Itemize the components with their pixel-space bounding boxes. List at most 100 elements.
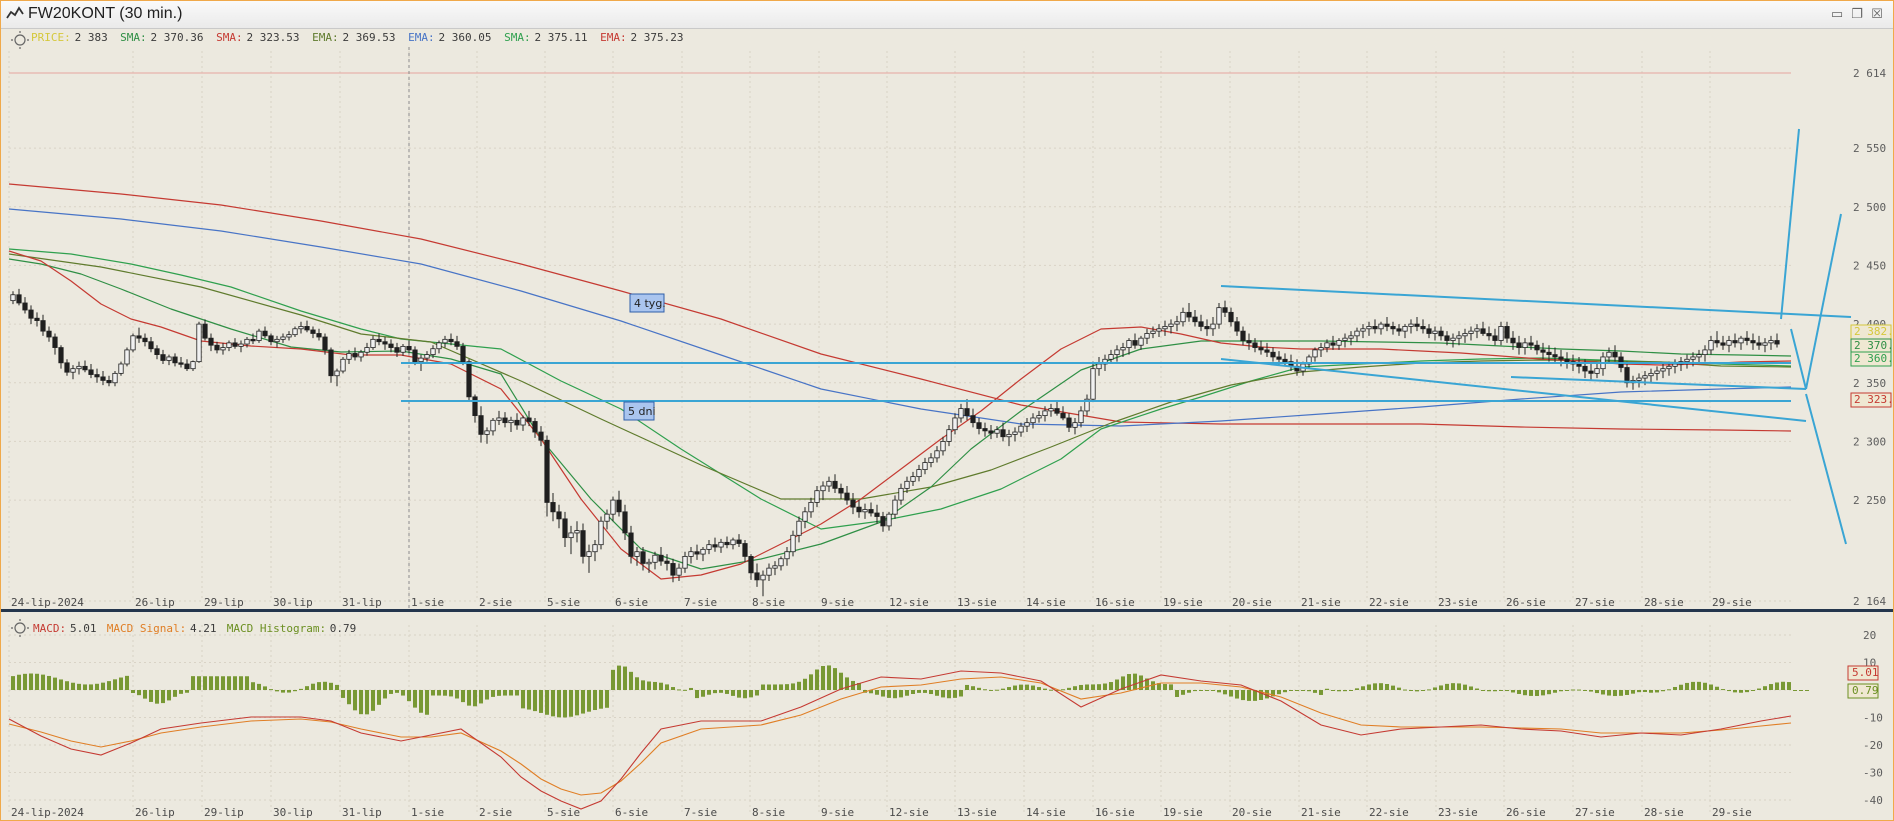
macd-histogram-bar [899,690,903,698]
macd-histogram-bar [1151,681,1155,690]
window-title: FW20KONT (30 min.) [28,5,183,22]
macd-histogram-bar [71,682,75,690]
macd-histogram-bar [1037,687,1041,690]
macd-histogram-bar [455,690,459,699]
macd-histogram-bar [749,690,753,698]
macd-legend-label: MACD Histogram: [227,622,326,635]
macd-histogram-bar [1379,683,1383,690]
macd-histogram-bar [707,690,711,695]
macd-histogram-bar [1061,689,1065,691]
candle-up [220,347,226,351]
macd-histogram-bar [1583,690,1587,691]
price-annotation-box: 5 dni [623,401,656,421]
macd-histogram-bar [1391,685,1395,690]
macd-x-label: 22-sie [1369,806,1409,819]
macd-histogram-bar [1445,683,1449,690]
macd-histogram-bar [1739,690,1743,693]
price-x-label: 7-sie [684,596,717,609]
chart-tools-icon[interactable] [11,31,29,49]
candle-up [934,450,940,459]
macd-histogram-bar [1259,690,1263,700]
candle-up [1156,328,1162,332]
macd-histogram-bar [1241,690,1245,701]
macd-histogram-bar [911,690,915,694]
candle-down [148,341,154,350]
macd-histogram-bar [323,681,327,690]
candle-up [646,561,652,565]
macd-histogram-bar [1181,690,1185,695]
macd-lines [8,670,1792,810]
candle-up [1498,326,1504,341]
macd-histogram-bar [1067,687,1071,690]
macd-histogram-bar [905,690,909,696]
candle-down [268,335,274,343]
candle-down [1564,358,1570,363]
macd-histogram-bar [1097,684,1101,690]
candle-up [1474,328,1480,332]
minimize-icon[interactable]: ▭ [1830,6,1844,22]
candle-down [178,362,184,365]
candle-down [1330,342,1336,346]
macd-histogram-bar [1313,690,1317,693]
macd-histogram-bar [875,690,879,695]
window-titlebar[interactable]: FW20KONT (30 min.) ▭ ❐ ☒ [1,1,1893,29]
macd-histogram-bar [1799,690,1803,691]
macd-tools-icon[interactable] [11,619,29,637]
candle-down [1264,349,1270,353]
macd-histogram-bar [119,677,123,690]
candle-up [1738,337,1744,344]
price-legend: PRICE: 2 383 SMA: 2 370.36 SMA: 2 323.53 EMA: 2… [31,31,683,44]
macd-histogram-bar [1223,690,1227,695]
macd-histogram-bar [1469,686,1473,690]
macd-histogram-bar [701,690,705,697]
macd-histogram-bar [1205,690,1209,691]
macd-histogram-bar [173,690,177,697]
macd-histogram-bar [1439,685,1443,690]
candle-up [1408,323,1414,327]
macd-histogram-bar [101,682,105,690]
macd-histogram-bar [1457,683,1461,690]
candle-up [1726,340,1732,346]
macd-histogram-bar [551,690,555,717]
candle-up [298,326,304,330]
macd-legend-label: MACD Signal: [107,622,186,635]
candle-up [1162,326,1168,330]
candle-down [1204,326,1210,330]
macd-histogram-bar [143,690,147,699]
macd-histogram-bar [929,690,933,695]
macd-histogram-bar [263,686,267,690]
price-x-label: 12-sie [889,596,929,609]
price-x-label: 13-sie [957,596,997,609]
candle-up [484,430,490,435]
candles [10,288,1780,597]
macd-histogram-bar [53,677,57,690]
macd-histogram-bar [413,690,417,708]
candle-down [544,439,550,503]
candle-down [532,421,538,433]
candle-down [184,363,190,370]
macd-histogram-bar [1511,690,1515,693]
close-icon[interactable]: ☒ [1871,6,1883,22]
macd-histogram-bar [1451,683,1455,690]
candle-up [916,469,922,478]
macd-histogram-bar [755,690,759,696]
candle-down [1612,351,1618,358]
candle-down [1372,326,1378,330]
macd-histogram-bar [1397,687,1401,690]
price-x-label: 6-sie [615,596,648,609]
restore-icon[interactable]: ❐ [1851,6,1863,22]
macd-histogram-bar [449,690,453,697]
candle-up [1768,340,1774,344]
macd-histogram-bar [1349,690,1353,691]
price-tools[interactable] [11,31,29,49]
price-legend-label: SMA: [216,31,243,44]
candle-down [850,499,856,508]
price-x-label: 27-sie [1575,596,1615,609]
macd-histogram-bar [1367,684,1371,690]
panel-divider [1,609,1893,612]
candle-down [100,376,106,381]
candle-up [1666,365,1672,370]
macd-histogram-bar [371,690,375,711]
macd-histogram-bar [1163,684,1167,690]
price-x-label: 28-sie [1644,596,1684,609]
